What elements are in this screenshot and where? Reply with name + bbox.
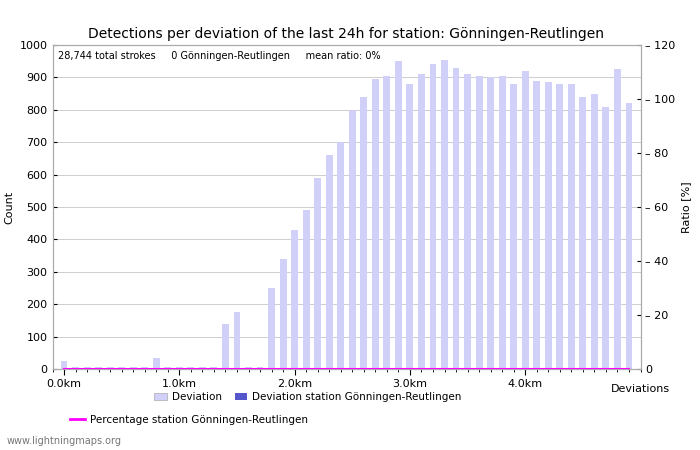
Legend: Percentage station Gönningen-Reutlingen: Percentage station Gönningen-Reutlingen — [65, 411, 313, 429]
Bar — [314, 178, 321, 369]
Bar — [199, 367, 206, 369]
Bar — [430, 64, 436, 369]
Bar — [326, 155, 332, 369]
Bar — [384, 76, 391, 369]
Legend: Deviation, Deviation station Gönningen-Reutlingen: Deviation, Deviation station Gönningen-R… — [150, 388, 466, 406]
Bar — [614, 69, 621, 369]
Bar — [222, 324, 229, 369]
Bar — [61, 361, 67, 369]
Bar — [626, 104, 632, 369]
Bar — [234, 312, 240, 369]
Bar — [118, 367, 125, 369]
Bar — [453, 68, 459, 369]
Bar — [475, 76, 482, 369]
Bar — [418, 74, 425, 369]
Bar — [83, 367, 90, 369]
Bar — [164, 367, 172, 369]
Bar — [603, 107, 610, 369]
Bar — [545, 82, 552, 369]
Bar — [556, 84, 564, 369]
Bar — [72, 367, 79, 369]
Bar — [395, 61, 402, 369]
Bar — [533, 81, 540, 369]
Bar — [106, 367, 113, 369]
Bar — [441, 59, 448, 369]
Text: www.lightningmaps.org: www.lightningmaps.org — [7, 436, 122, 446]
Bar — [498, 76, 505, 369]
Title: Detections per deviation of the last 24h for station: Gönningen-Reutlingen: Detections per deviation of the last 24h… — [88, 27, 605, 41]
Bar — [130, 367, 136, 369]
Y-axis label: Count: Count — [4, 190, 14, 224]
Bar — [464, 74, 471, 369]
Bar — [407, 84, 414, 369]
Bar — [95, 367, 102, 369]
Bar — [349, 110, 356, 369]
Bar — [257, 367, 263, 369]
Bar — [522, 71, 528, 369]
Text: Deviations: Deviations — [611, 384, 670, 394]
Bar — [360, 97, 368, 369]
Bar — [279, 259, 286, 369]
Bar — [141, 367, 148, 369]
Bar — [302, 210, 309, 369]
Y-axis label: Ratio [%]: Ratio [%] — [681, 181, 691, 233]
Bar — [580, 97, 587, 369]
Bar — [591, 94, 598, 369]
Bar — [510, 84, 517, 369]
Bar — [211, 367, 218, 369]
Bar — [568, 84, 575, 369]
Bar — [487, 77, 494, 369]
Bar — [153, 358, 160, 369]
Bar — [268, 288, 275, 369]
Bar — [176, 367, 183, 369]
Bar — [291, 230, 298, 369]
Text: 28,744 total strokes     0 Gönningen-Reutlingen     mean ratio: 0%: 28,744 total strokes 0 Gönningen-Reutlin… — [58, 51, 381, 62]
Bar — [245, 367, 252, 369]
Bar — [372, 79, 379, 369]
Bar — [188, 367, 195, 369]
Bar — [337, 142, 344, 369]
